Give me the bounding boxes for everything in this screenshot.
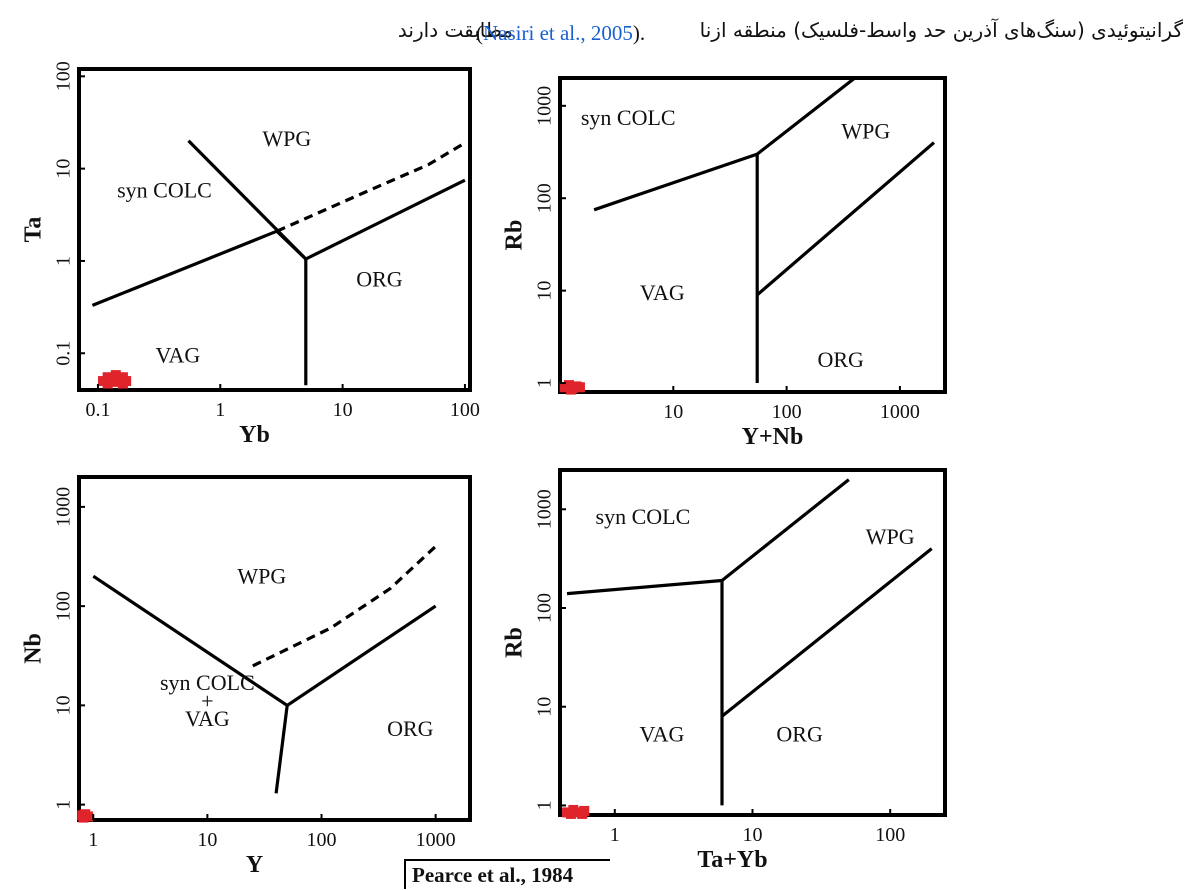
y-tick-label: 10 (53, 695, 75, 715)
reference-text: Pearce et al., 1984 (412, 863, 574, 887)
data-point (78, 812, 89, 823)
y-axis-label: Rb (502, 220, 528, 251)
y-tick-label: 100 (534, 593, 556, 623)
panel-3: WPG syn COLC+VAG ORG 1 10 100 1000 1 10 100 1000 Y N… (21, 475, 472, 878)
x-tick-label: 10 (333, 399, 353, 421)
plot-frame (77, 67, 472, 392)
region-label: WPG (237, 564, 286, 589)
y-tick-label: 1000 (534, 489, 556, 529)
y-tick-label: 100 (53, 591, 75, 621)
y-tick-label: 100 (53, 61, 75, 91)
y-tick-label: 10 (534, 281, 556, 301)
data-point (577, 808, 588, 819)
region-label: ORG (356, 266, 403, 291)
panel-4: syn COLC WPG VAG ORG 1 10 100 1 10 100 1000 Ta+Yb Rb (502, 468, 947, 873)
y-tick-label: 1 (534, 800, 556, 810)
x-tick-label: 100 (875, 824, 905, 846)
region-label: ORG (387, 716, 434, 741)
citation-close: ). (632, 21, 646, 45)
caption-text-left: مطابقت دارند (397, 18, 513, 42)
x-tick-label: 100 (772, 401, 802, 423)
region-label: WPG (866, 524, 915, 549)
region-label: VAG (185, 706, 230, 731)
y-tick-label: 1 (534, 378, 556, 388)
region-label: VAG (640, 280, 685, 305)
x-tick-label: 1000 (416, 829, 456, 851)
boundary-dashed-line (276, 141, 466, 233)
x-tick-label: 100 (450, 399, 480, 421)
region-label: VAG (640, 721, 685, 746)
x-tick-label: 1 (215, 399, 225, 421)
boundary-line (593, 76, 856, 212)
x-tick-label: 1 (88, 829, 98, 851)
x-axis-label: Yb (239, 422, 270, 448)
y-tick-label: 1 (53, 800, 75, 810)
figure-caption: گرانیتوئیدی (سنگ‌های آذرین حد واسط-فلسیک… (0, 8, 1193, 48)
citation-link[interactable]: Nasiri et al., 2005 (483, 21, 633, 45)
boundary-line (756, 141, 936, 297)
data-point (565, 384, 576, 395)
plot-frame (558, 76, 947, 394)
data-point (102, 378, 113, 389)
boundary-dashed-line (252, 545, 437, 668)
boundary-line (566, 478, 850, 596)
data-point (574, 382, 585, 393)
x-tick-label: 100 (307, 829, 337, 851)
x-axis-label: Y (246, 852, 263, 878)
region-label: syn COLC (117, 178, 212, 203)
citation: (Nasiri et al., 2005). (476, 21, 645, 46)
y-tick-label: 1000 (534, 86, 556, 126)
x-tick-label: 0.1 (85, 399, 110, 421)
y-tick-label: 10 (53, 159, 75, 179)
y-tick-label: 1 (53, 256, 75, 266)
region-label: ORG (817, 347, 864, 372)
region-label: syn COLC (581, 105, 676, 130)
x-tick-label: 1000 (880, 401, 920, 423)
region-label: ORG (776, 721, 823, 746)
x-tick-label: 1 (610, 824, 620, 846)
y-axis-label: Ta (21, 217, 47, 243)
data-point (110, 376, 121, 387)
y-tick-label: 100 (534, 183, 556, 213)
region-label: WPG (841, 119, 890, 144)
y-axis-label: Rb (502, 627, 528, 658)
boundary-line (92, 574, 437, 708)
boundary-line (721, 547, 933, 718)
y-tick-label: 0.1 (53, 341, 75, 366)
panel-1: WPG syn COLC ORG VAG 0.1 1 10 100 0.1 1 10 100 Yb Ta (21, 61, 480, 448)
data-point (117, 378, 128, 389)
data-point (565, 808, 576, 819)
x-tick-label: 10 (663, 401, 683, 423)
reference-box: Pearce et al., 1984 (404, 859, 610, 889)
region-label: + (201, 688, 213, 713)
region-label: syn COLC (596, 504, 691, 529)
x-tick-label: 10 (743, 824, 763, 846)
caption-text-right: گرانیتوئیدی (سنگ‌های آذرین حد واسط-فلسیک… (699, 18, 1183, 42)
region-label: WPG (262, 126, 311, 151)
boundary-line (187, 139, 307, 261)
y-axis-label: Nb (21, 633, 47, 664)
x-axis-label: Ta+Yb (697, 847, 767, 873)
panel-2: syn COLC WPG VAG ORG 10 100 1000 1 10 100 1000 Y+Nb… (502, 76, 947, 450)
x-axis-label: Y+Nb (742, 424, 804, 450)
region-label: syn COLC (160, 670, 255, 695)
plot-frame (77, 475, 472, 822)
y-tick-label: 10 (534, 697, 556, 717)
citation-open: ( (476, 21, 483, 45)
boundary-line (274, 705, 289, 794)
y-tick-label: 1000 (53, 487, 75, 527)
region-label: VAG (155, 343, 200, 368)
x-tick-label: 10 (197, 829, 217, 851)
